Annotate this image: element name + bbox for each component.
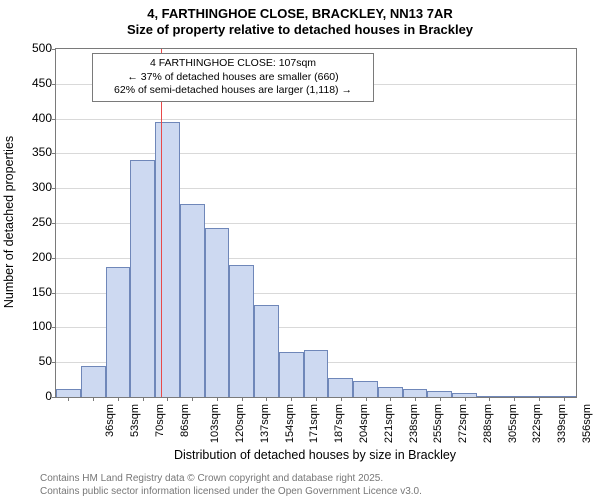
xtick-mark bbox=[68, 397, 69, 401]
y-axis-label: Number of detached properties bbox=[2, 136, 16, 308]
y-axis-label-container: Number of detached properties bbox=[2, 48, 16, 396]
ytick-mark bbox=[52, 258, 56, 259]
ytick-label: 50 bbox=[18, 354, 52, 368]
footer-line-1: Contains HM Land Registry data © Crown c… bbox=[40, 473, 422, 486]
xtick-mark bbox=[143, 397, 144, 401]
ytick-label: 400 bbox=[18, 111, 52, 125]
ytick-mark bbox=[52, 49, 56, 50]
xtick-mark bbox=[316, 397, 317, 401]
bar bbox=[155, 122, 180, 397]
xtick-mark bbox=[539, 397, 540, 401]
ytick-label: 450 bbox=[18, 76, 52, 90]
bar bbox=[328, 378, 353, 397]
xtick-mark bbox=[366, 397, 367, 401]
xtick-label: 288sqm bbox=[482, 404, 494, 443]
xtick-label: 86sqm bbox=[179, 404, 191, 437]
ytick-label: 350 bbox=[18, 145, 52, 159]
chart-plot-area: 4 FARTHINGHOE CLOSE: 107sqm← 37% of deta… bbox=[55, 48, 577, 398]
title-line-2: Size of property relative to detached ho… bbox=[0, 22, 600, 38]
ytick-mark bbox=[52, 84, 56, 85]
grid-line bbox=[56, 153, 576, 154]
grid-line bbox=[56, 119, 576, 120]
xtick-label: 154sqm bbox=[284, 404, 296, 443]
bar bbox=[254, 305, 279, 397]
footer-line-2: Contains public sector information licen… bbox=[40, 486, 422, 499]
xtick-label: 171sqm bbox=[309, 404, 321, 443]
xtick-label: 322sqm bbox=[531, 404, 543, 443]
bar bbox=[229, 265, 254, 397]
ytick-label: 200 bbox=[18, 250, 52, 264]
xtick-mark bbox=[440, 397, 441, 401]
xtick-label: 137sqm bbox=[259, 404, 271, 443]
chart-container: 4, FARTHINGHOE CLOSE, BRACKLEY, NN13 7AR… bbox=[0, 0, 600, 500]
bar bbox=[378, 387, 403, 397]
xtick-mark bbox=[564, 397, 565, 401]
ytick-mark bbox=[52, 188, 56, 189]
xtick-mark bbox=[390, 397, 391, 401]
xtick-mark bbox=[93, 397, 94, 401]
bar bbox=[130, 160, 155, 397]
annotation-line: 4 FARTHINGHOE CLOSE: 107sqm bbox=[99, 57, 367, 71]
xtick-label: 103sqm bbox=[210, 404, 222, 443]
bar bbox=[304, 350, 329, 397]
ytick-mark bbox=[52, 153, 56, 154]
xtick-label: 238sqm bbox=[408, 404, 420, 443]
ytick-mark bbox=[52, 362, 56, 363]
xtick-mark bbox=[489, 397, 490, 401]
xtick-mark bbox=[217, 397, 218, 401]
annotation-box: 4 FARTHINGHOE CLOSE: 107sqm← 37% of deta… bbox=[92, 53, 374, 102]
bar bbox=[205, 228, 230, 397]
x-axis-label: Distribution of detached houses by size … bbox=[55, 448, 575, 462]
xtick-label: 70sqm bbox=[154, 404, 166, 437]
xtick-label: 53sqm bbox=[129, 404, 141, 437]
bar bbox=[56, 389, 81, 397]
xtick-mark bbox=[266, 397, 267, 401]
xtick-label: 356sqm bbox=[581, 404, 593, 443]
ytick-mark bbox=[52, 397, 56, 398]
annotation-line: 62% of semi-detached houses are larger (… bbox=[99, 84, 367, 98]
xtick-mark bbox=[118, 397, 119, 401]
ytick-mark bbox=[52, 223, 56, 224]
xtick-mark bbox=[465, 397, 466, 401]
ytick-label: 250 bbox=[18, 215, 52, 229]
ytick-mark bbox=[52, 293, 56, 294]
xtick-label: 187sqm bbox=[333, 404, 345, 443]
bar bbox=[106, 267, 131, 397]
xtick-mark bbox=[167, 397, 168, 401]
xtick-mark bbox=[514, 397, 515, 401]
xtick-mark bbox=[291, 397, 292, 401]
bar bbox=[81, 366, 106, 397]
xtick-label: 305sqm bbox=[507, 404, 519, 443]
xtick-label: 255sqm bbox=[432, 404, 444, 443]
title-line-1: 4, FARTHINGHOE CLOSE, BRACKLEY, NN13 7AR bbox=[0, 6, 600, 22]
xtick-mark bbox=[242, 397, 243, 401]
xtick-label: 339sqm bbox=[556, 404, 568, 443]
xtick-label: 272sqm bbox=[457, 404, 469, 443]
bar bbox=[180, 204, 205, 397]
ytick-label: 0 bbox=[18, 389, 52, 403]
title-block: 4, FARTHINGHOE CLOSE, BRACKLEY, NN13 7AR… bbox=[0, 0, 600, 39]
ytick-label: 300 bbox=[18, 180, 52, 194]
xtick-label: 204sqm bbox=[358, 404, 370, 443]
xtick-mark bbox=[341, 397, 342, 401]
ytick-label: 150 bbox=[18, 285, 52, 299]
footer-attribution: Contains HM Land Registry data © Crown c… bbox=[40, 473, 422, 498]
ytick-mark bbox=[52, 119, 56, 120]
xtick-mark bbox=[192, 397, 193, 401]
ytick-label: 100 bbox=[18, 319, 52, 333]
xtick-label: 120sqm bbox=[234, 404, 246, 443]
xtick-label: 221sqm bbox=[383, 404, 395, 443]
bar bbox=[279, 352, 304, 397]
bar bbox=[353, 381, 378, 397]
xtick-label: 36sqm bbox=[104, 404, 116, 437]
annotation-line: ← 37% of detached houses are smaller (66… bbox=[99, 71, 367, 85]
ytick-mark bbox=[52, 327, 56, 328]
xtick-mark bbox=[415, 397, 416, 401]
ytick-label: 500 bbox=[18, 41, 52, 55]
bar bbox=[403, 389, 428, 397]
